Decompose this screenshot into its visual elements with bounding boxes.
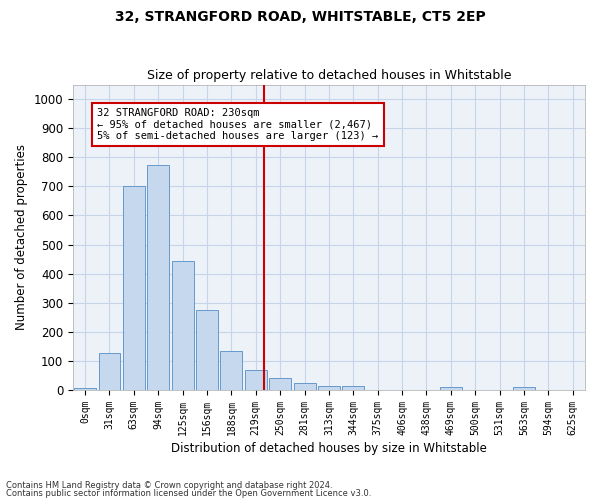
Bar (98, 353, 121, 390)
Bar (440, 387, 462, 390)
Bar (220, 352, 242, 390)
Bar (123, 186, 145, 390)
Title: Size of property relative to detached houses in Whitstable: Size of property relative to detached ho… (147, 69, 511, 82)
Bar (147, 164, 169, 390)
Bar (196, 310, 218, 390)
X-axis label: Distribution of detached houses by size in Whitstable: Distribution of detached houses by size … (171, 442, 487, 455)
Bar (74, 388, 96, 390)
Bar (343, 386, 364, 390)
Text: 32 STRANGFORD ROAD: 230sqm
← 95% of detached houses are smaller (2,467)
5% of se: 32 STRANGFORD ROAD: 230sqm ← 95% of deta… (97, 108, 379, 141)
Bar (293, 383, 316, 390)
Bar (318, 386, 340, 390)
Text: Contains public sector information licensed under the Open Government Licence v3: Contains public sector information licen… (6, 488, 371, 498)
Text: Contains HM Land Registry data © Crown copyright and database right 2024.: Contains HM Land Registry data © Crown c… (6, 481, 332, 490)
Y-axis label: Number of detached properties: Number of detached properties (15, 144, 28, 330)
Bar (245, 370, 267, 390)
Bar (269, 378, 291, 390)
Bar (513, 387, 535, 390)
Bar (172, 261, 194, 390)
Text: 32, STRANGFORD ROAD, WHITSTABLE, CT5 2EP: 32, STRANGFORD ROAD, WHITSTABLE, CT5 2EP (115, 10, 485, 24)
